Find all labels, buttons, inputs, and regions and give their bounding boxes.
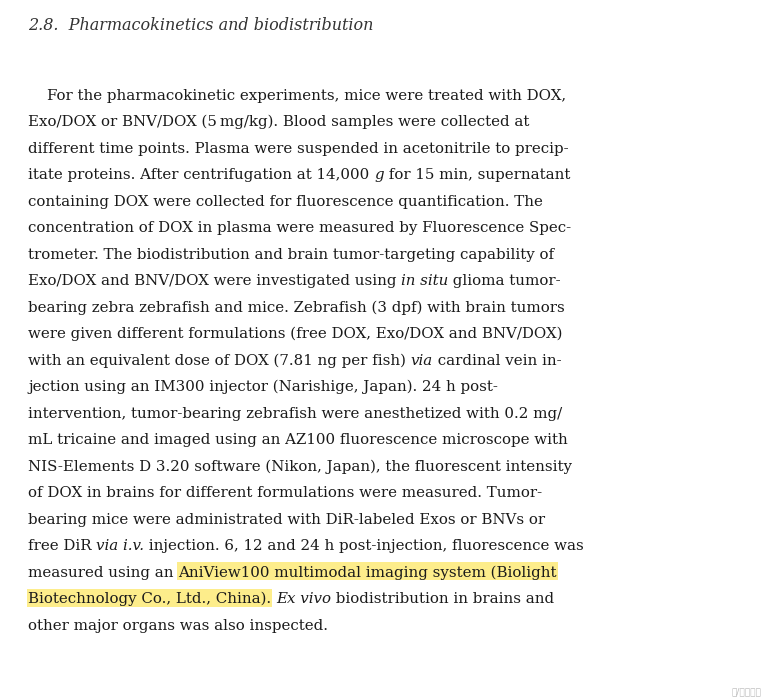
Text: Exo/DOX and BNV/DOX were investigated using: Exo/DOX and BNV/DOX were investigated us… [28, 275, 401, 289]
Text: intervention, tumor-bearing zebrafish were anesthetized with 0.2 mg/: intervention, tumor-bearing zebrafish we… [28, 407, 562, 421]
Text: jection using an IM300 injector (Narishige, Japan). 24 h post-: jection using an IM300 injector (Narishi… [28, 380, 498, 394]
Text: containing DOX were collected for fluorescence quantification. The: containing DOX were collected for fluore… [28, 195, 543, 209]
Text: with an equivalent dose of DOX (7.81 ng per fish): with an equivalent dose of DOX (7.81 ng … [28, 354, 411, 368]
Text: via i.v.: via i.v. [96, 540, 145, 554]
Text: AniView100 multimodal imaging system (Biolight: AniView100 multimodal imaging system (Bi… [178, 565, 557, 580]
Text: 图/百度图片: 图/百度图片 [731, 687, 761, 696]
Text: other major organs was also inspected.: other major organs was also inspected. [28, 619, 328, 633]
Bar [27, 589, 272, 607]
Text: were given different formulations (free DOX, Exo/DOX and BNV/DOX): were given different formulations (free … [28, 327, 562, 341]
Text: in situ: in situ [401, 275, 448, 289]
Text: Biotechnology Co., Ltd., China).: Biotechnology Co., Ltd., China). [28, 592, 271, 606]
Text: NIS-Elements D 3.20 software (Nikon, Japan), the fluorescent intensity: NIS-Elements D 3.20 software (Nikon, Jap… [28, 459, 572, 474]
Text: trometer. The biodistribution and brain tumor-targeting capability of: trometer. The biodistribution and brain … [28, 248, 554, 262]
Text: measured using an: measured using an [28, 566, 178, 580]
Bar [177, 562, 558, 580]
Text: glioma tumor-: glioma tumor- [448, 275, 561, 289]
Text: g: g [374, 168, 384, 182]
Text: injection. 6, 12 and 24 h post-injection, fluorescence was: injection. 6, 12 and 24 h post-injection… [145, 540, 584, 554]
Text: itate proteins. After centrifugation at 14,000: itate proteins. After centrifugation at … [28, 168, 374, 182]
Text: bearing zebra zebrafish and mice. Zebrafish (3 dpf) with brain tumors: bearing zebra zebrafish and mice. Zebraf… [28, 301, 564, 315]
Text: via: via [411, 354, 433, 368]
Text: free DiR: free DiR [28, 540, 96, 554]
Text: Exo/DOX or BNV/DOX (5 mg/kg). Blood samples were collected at: Exo/DOX or BNV/DOX (5 mg/kg). Blood samp… [28, 115, 529, 129]
Text: concentration of DOX in plasma were measured by Fluorescence Spec-: concentration of DOX in plasma were meas… [28, 222, 571, 236]
Text: For the pharmacokinetic experiments, mice were treated with DOX,: For the pharmacokinetic experiments, mic… [28, 89, 566, 103]
Text: biodistribution in brains and: biodistribution in brains and [331, 592, 554, 606]
Text: for 15 min, supernatant: for 15 min, supernatant [384, 168, 570, 182]
Text: cardinal vein in-: cardinal vein in- [433, 354, 561, 368]
Text: different time points. Plasma were suspended in acetonitrile to precip-: different time points. Plasma were suspe… [28, 142, 568, 156]
Text: mL tricaine and imaged using an AZ100 fluorescence microscope with: mL tricaine and imaged using an AZ100 fl… [28, 433, 568, 447]
Text: of DOX in brains for different formulations were measured. Tumor-: of DOX in brains for different formulati… [28, 487, 542, 500]
Text: bearing mice were administrated with DiR-labeled Exos or BNVs or: bearing mice were administrated with DiR… [28, 513, 545, 527]
Text: 2.8.  Pharmacokinetics and biodistribution: 2.8. Pharmacokinetics and biodistributio… [28, 17, 374, 34]
Text: Ex vivo: Ex vivo [276, 592, 331, 606]
